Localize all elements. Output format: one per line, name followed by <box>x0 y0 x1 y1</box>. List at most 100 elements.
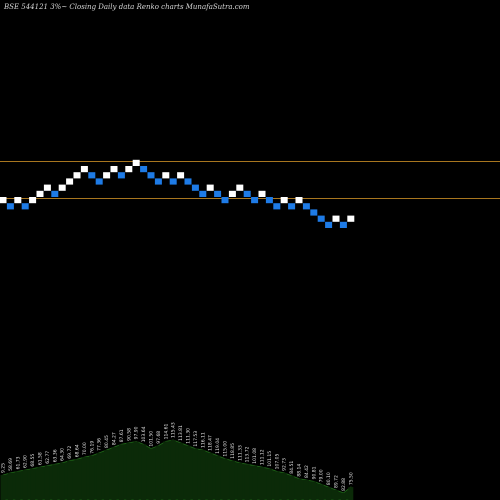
volume-bar <box>296 478 302 500</box>
volume-label: 97.90 <box>134 426 140 439</box>
renko-brick <box>214 190 222 197</box>
renko-brick <box>21 203 29 210</box>
renko-brick <box>66 178 74 185</box>
volume-bar <box>318 484 324 500</box>
volume-label: 119.04 <box>215 438 221 454</box>
renko-brick <box>95 178 103 185</box>
renko-brick <box>280 197 288 204</box>
volume-bar <box>333 490 339 500</box>
renko-brick <box>0 197 7 204</box>
renko-brick <box>184 178 192 185</box>
renko-brick <box>258 190 266 197</box>
volume-label: 89.72 <box>334 475 340 488</box>
volume-label: 101.15 <box>267 451 273 467</box>
renko-brick <box>228 190 236 197</box>
renko-brick <box>302 203 310 210</box>
renko-brick <box>310 209 318 216</box>
volume-bar <box>67 460 73 500</box>
renko-brick <box>169 178 177 185</box>
renko-brick <box>117 172 125 179</box>
renko-brick <box>273 203 281 210</box>
volume-label: 58.69 <box>8 458 14 471</box>
volume-bar <box>185 445 191 500</box>
renko-brick <box>51 190 59 197</box>
renko-brick <box>177 172 185 179</box>
volume-label: 92.73 <box>282 458 288 471</box>
renko-brick <box>14 197 22 204</box>
volume-label: 84.27 <box>112 432 118 445</box>
volume-label: 101.50 <box>149 431 155 447</box>
renko-brick <box>6 203 14 210</box>
volume-label: 90.81 <box>311 466 317 479</box>
volume-bar <box>118 444 124 500</box>
volume-label: 111.12 <box>260 449 266 465</box>
volume-bar <box>289 475 295 500</box>
volume-label: 62.77 <box>45 451 51 464</box>
volume-label: 87.61 <box>119 429 125 442</box>
volume-bar <box>348 487 354 500</box>
renko-brick <box>80 166 88 173</box>
volume-label: 101.08 <box>252 448 258 464</box>
volume-bar <box>59 462 65 500</box>
volume-label: 77.36 <box>97 438 103 451</box>
renko-brick <box>132 159 140 166</box>
renko-brick <box>154 178 162 185</box>
renko-brick <box>43 184 51 191</box>
volume-label: 118.47 <box>208 435 214 451</box>
volume-label: 115.43 <box>171 422 177 438</box>
volume-label: 111.33 <box>237 445 243 461</box>
renko-brick <box>58 184 66 191</box>
volume-bar <box>7 472 13 500</box>
volume-label: 79.00 <box>319 469 325 482</box>
volume-bar <box>222 458 228 500</box>
volume-label: 75.50 <box>348 472 354 485</box>
volume-label: 84.42 <box>304 465 310 478</box>
volume-label: 117.53 <box>193 431 199 447</box>
volume-label: 61.73 <box>15 456 21 469</box>
renko-brick <box>162 172 170 179</box>
volume-label: 97.68 <box>156 431 162 444</box>
volume-bar <box>74 459 80 500</box>
renko-brick <box>317 215 325 222</box>
volume-label: 70.00 <box>82 442 88 455</box>
renko-brick <box>325 221 333 228</box>
volume-label: 9.25 <box>1 463 7 473</box>
volume-label: 113.72 <box>245 446 251 462</box>
volume-bar <box>311 481 317 500</box>
volume-label: 62.90 <box>23 455 29 468</box>
volume-bar <box>303 480 309 500</box>
volume-bar <box>274 471 280 500</box>
renko-brick <box>199 190 207 197</box>
volume-label: 103.64 <box>141 426 147 442</box>
volume-bar <box>126 442 132 500</box>
volume-bar <box>148 448 154 500</box>
volume-bar <box>281 472 287 500</box>
volume-label: 82.88 <box>341 478 347 491</box>
volume-bar <box>340 492 346 500</box>
volume-label: 80.45 <box>104 435 110 448</box>
renko-brick <box>206 184 214 191</box>
renko-brick <box>251 197 259 204</box>
volume-label: 113.81 <box>178 425 184 441</box>
chart-title: BSE 544121 3%~ Closing Daily data Renko … <box>4 3 250 11</box>
volume-label: 107.05 <box>274 454 280 470</box>
volume-bar <box>155 445 161 500</box>
volume-bar <box>252 465 258 500</box>
renko-brick <box>295 197 303 204</box>
volume-bar <box>37 467 43 500</box>
volume-label: 61.58 <box>38 452 44 465</box>
volume-bar <box>81 457 87 500</box>
renko-brick <box>288 203 296 210</box>
volume-bar <box>178 442 184 500</box>
renko-brick <box>103 172 111 179</box>
volume-bar <box>200 450 206 500</box>
renko-brick <box>347 215 355 222</box>
volume-bar <box>44 465 50 500</box>
volume-bar <box>266 468 272 500</box>
renko-brick <box>221 197 229 204</box>
volume-bar <box>22 470 28 500</box>
horizontal-level-lines <box>0 161 500 199</box>
renko-brick <box>36 190 44 197</box>
